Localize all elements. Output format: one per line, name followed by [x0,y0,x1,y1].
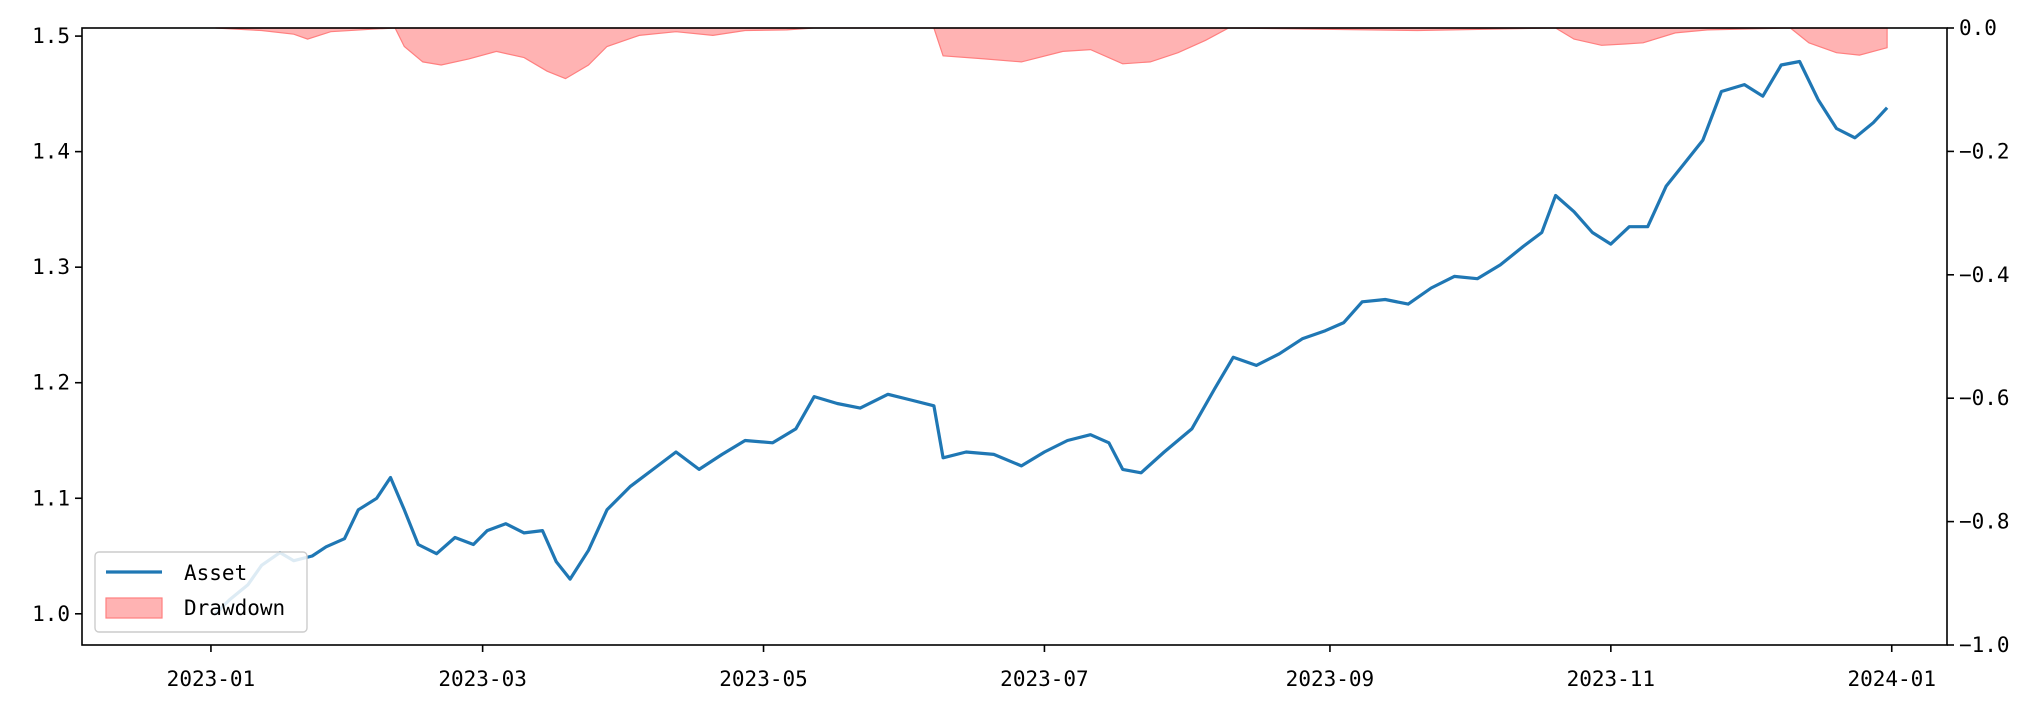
x-tick-label: 2023-03 [438,667,527,691]
y-axis-left: 1.0 1.1 1.2 1.3 1.4 1.5 [32,24,82,626]
asset-layer [214,59,1889,615]
drawdown-area [215,27,1888,80]
legend-drawdown-label: Drawdown [184,596,285,620]
y-right-tick-label: −0.4 [1959,263,2010,287]
legend: Asset Drawdown [94,551,308,633]
x-tick-label: 2023-01 [167,667,256,691]
x-tick-label: 2023-11 [1567,667,1656,691]
y-left-tick-label: 1.1 [32,486,70,510]
drawdown-layer [215,27,1888,80]
x-tick-label: 2023-07 [1000,667,1089,691]
y-right-tick-label: −0.2 [1959,139,2010,163]
y-right-tick-label: −1.0 [1959,633,2010,657]
y-left-tick-label: 1.2 [32,371,70,395]
y-axis-right: 0.0 −0.2 −0.4 −0.6 −0.8 −1.0 [1947,16,2010,657]
legend-drawdown-swatch [105,597,163,619]
y-left-tick-label: 1.4 [32,140,70,164]
y-right-tick-label: 0.0 [1959,16,1997,40]
x-tick-label: 2023-05 [719,667,808,691]
y-left-tick-label: 1.3 [32,255,70,279]
y-right-tick-label: −0.8 [1959,510,2010,534]
x-tick-label: 2023-09 [1286,667,1375,691]
x-axis: 2023-01 2023-03 2023-05 2023-07 2023-09 2023-… [167,645,1936,691]
y-right-tick-label: −0.6 [1959,386,2010,410]
y-left-tick-label: 1.5 [32,24,70,48]
asset-line [214,59,1889,615]
x-tick-label: 2024-01 [1847,667,1936,691]
plot-frame [81,27,1948,646]
legend-asset-label: Asset [184,561,247,585]
y-left-tick-label: 1.0 [32,602,70,626]
